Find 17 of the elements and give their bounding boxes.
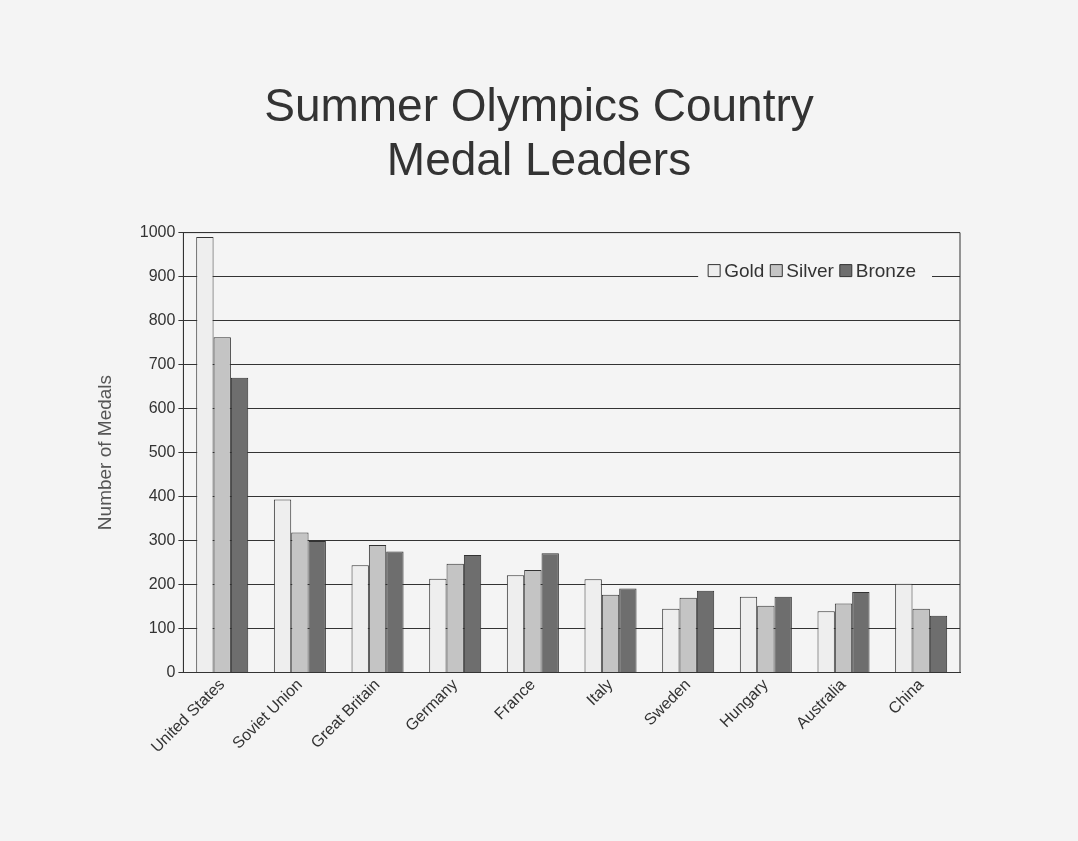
y-tick-label: 600 bbox=[148, 398, 176, 416]
y-tick-label: 100 bbox=[148, 618, 176, 636]
y-axis-title: Number of Medals bbox=[93, 374, 115, 531]
y-tick-label: 1000 bbox=[139, 223, 176, 241]
y-tick-label: 300 bbox=[148, 530, 176, 548]
y-tick-label: 0 bbox=[166, 662, 176, 680]
y-tick-label: 200 bbox=[148, 574, 176, 592]
x-tick-label: Italy bbox=[582, 675, 616, 709]
legend-label: Silver bbox=[786, 259, 835, 281]
legend-label: Bronze bbox=[855, 259, 916, 281]
y-tick-label: 900 bbox=[148, 267, 176, 284]
y-tick-label: 400 bbox=[148, 486, 176, 504]
y-tick-label: 700 bbox=[148, 354, 176, 372]
y-tick-label: 500 bbox=[148, 442, 176, 460]
legend-label: Gold bbox=[724, 259, 765, 281]
chart-title: Summer Olympics Country Medal Leaders bbox=[263, 78, 815, 186]
y-tick-label: 800 bbox=[148, 310, 176, 328]
